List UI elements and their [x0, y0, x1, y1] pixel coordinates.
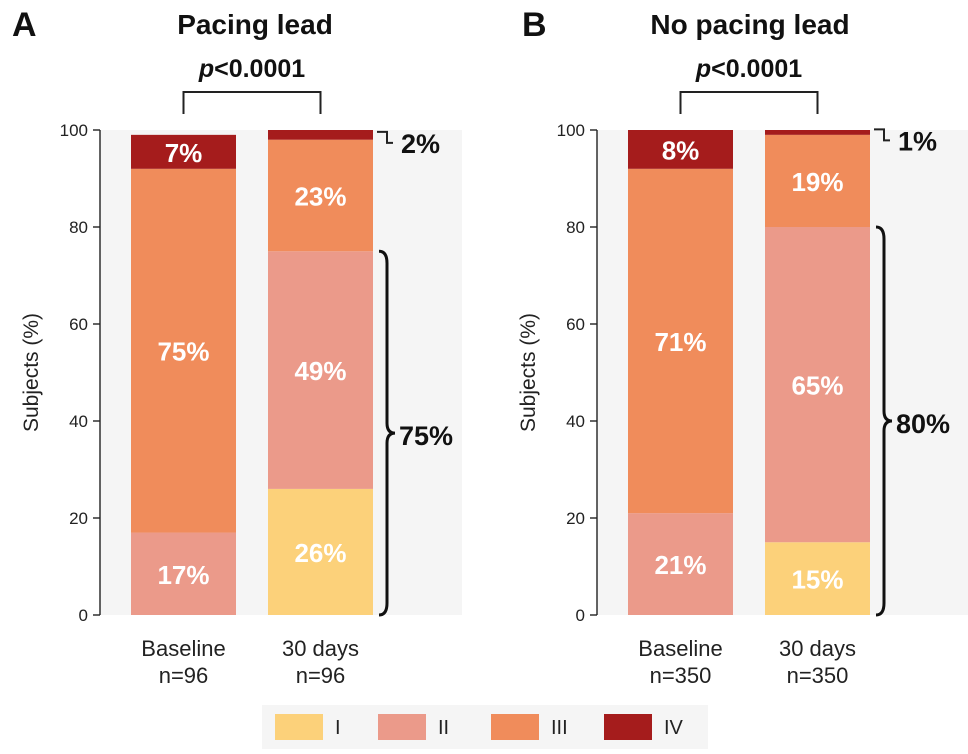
legend-swatch-ii [378, 714, 426, 740]
panel-b-data-label: 21% [654, 550, 706, 580]
panel-b-data-label: 71% [654, 327, 706, 357]
panel-a-brace [378, 249, 396, 617]
panel-a-category-label: 30 days [282, 636, 359, 661]
panel-b-brace [875, 225, 893, 617]
panel-a-callout-label: 2% [401, 129, 440, 159]
panel-b-data-label: 65% [791, 371, 843, 401]
panel-b-y-tick-label: 80 [566, 218, 585, 237]
panel-b-y-tick-label: 20 [566, 509, 585, 528]
panel-b-bar-segment-iii [765, 134, 870, 227]
panel-a-bar-segment-iii [131, 168, 236, 533]
panel-a-p-value: p<0.0001 [198, 55, 305, 83]
panel-a-y-tick-label: 20 [69, 509, 88, 528]
panel-b-y-tick-label: 60 [566, 315, 585, 334]
panel-b-category-count: n=350 [650, 663, 712, 688]
panel-a-y-tick-label: 40 [69, 412, 88, 431]
panel-a-title: Pacing lead [177, 9, 333, 40]
panel-b-y-tick-label: 100 [557, 121, 585, 140]
panel-b-bar-segment-i [765, 542, 870, 615]
panel-a-data-label: 26% [294, 538, 346, 568]
panel-a-bar-segment-i [268, 488, 373, 615]
panel-a-category-label: Baseline [141, 636, 225, 661]
legend-label-ii: II [438, 717, 449, 739]
panel-b-p-value: p<0.0001 [695, 55, 802, 83]
legend-label-i: I [335, 717, 341, 739]
panel-a-bar-segment-iv [268, 130, 373, 140]
legend-label-iii: III [551, 717, 568, 739]
panel-a-bar-segment-ii [268, 251, 373, 489]
panel-a-letter: A [12, 6, 37, 44]
panel-b-bar-segment-iii [628, 168, 733, 514]
panel-b-callout-label: 1% [898, 126, 937, 156]
panel-a-y-tick-label: 60 [69, 315, 88, 334]
legend-swatch-i [275, 714, 323, 740]
panel-a-callout-leader [377, 130, 393, 144]
panel-a-bar-segment-iii [268, 139, 373, 252]
panel-b-bar-segment-iv [765, 130, 870, 135]
panel-a-bar-segment-iv [131, 134, 236, 169]
panel-b-y-tick-label: 0 [576, 606, 585, 625]
panel-b-y-axis-title: Subjects (%) [517, 313, 540, 432]
panel-a-brace-label: 75% [399, 421, 453, 451]
panel-a-data-label: 7% [165, 138, 203, 168]
panel-a-y-tick-label: 0 [79, 606, 88, 625]
panel-b-category-label: Baseline [638, 636, 722, 661]
panel-b-bar-segment-ii [628, 513, 733, 615]
panel-a-y-axis-title: Subjects (%) [20, 313, 43, 432]
legend-swatch-iv [604, 714, 652, 740]
panel-b-data-label: 8% [662, 135, 700, 165]
panel-b-title: No pacing lead [650, 9, 849, 40]
legend-label-iv: IV [664, 717, 684, 739]
legend-swatch-iii [491, 714, 539, 740]
panel-b-letter: B [522, 6, 547, 44]
panel-b-y-tick-label: 40 [566, 412, 585, 431]
panel-a-category-count: n=96 [296, 663, 346, 688]
panel-b-bar-segment-ii [765, 227, 870, 543]
panel-b-bar-segment-iv [628, 130, 733, 169]
panel-a-bar-segment-ii [131, 532, 236, 615]
panel-a-y-tick-label: 100 [60, 121, 88, 140]
panel-a-data-label: 23% [294, 181, 346, 211]
panel-b-category-label: 30 days [779, 636, 856, 661]
panel-a-data-label: 49% [294, 356, 346, 386]
panel-b-data-label: 15% [791, 565, 843, 595]
panel-b-significance-bracket [679, 91, 819, 114]
panel-a-data-label: 17% [157, 560, 209, 590]
panel-b-callout-leader [874, 128, 890, 142]
panel-a-significance-bracket [182, 91, 322, 114]
panel-b-brace-label: 80% [896, 409, 950, 439]
panel-a-category-count: n=96 [159, 663, 209, 688]
panel-b-category-count: n=350 [787, 663, 849, 688]
panel-b-data-label: 19% [791, 167, 843, 197]
panel-a-y-tick-label: 80 [69, 218, 88, 237]
panel-a-data-label: 75% [157, 337, 209, 367]
